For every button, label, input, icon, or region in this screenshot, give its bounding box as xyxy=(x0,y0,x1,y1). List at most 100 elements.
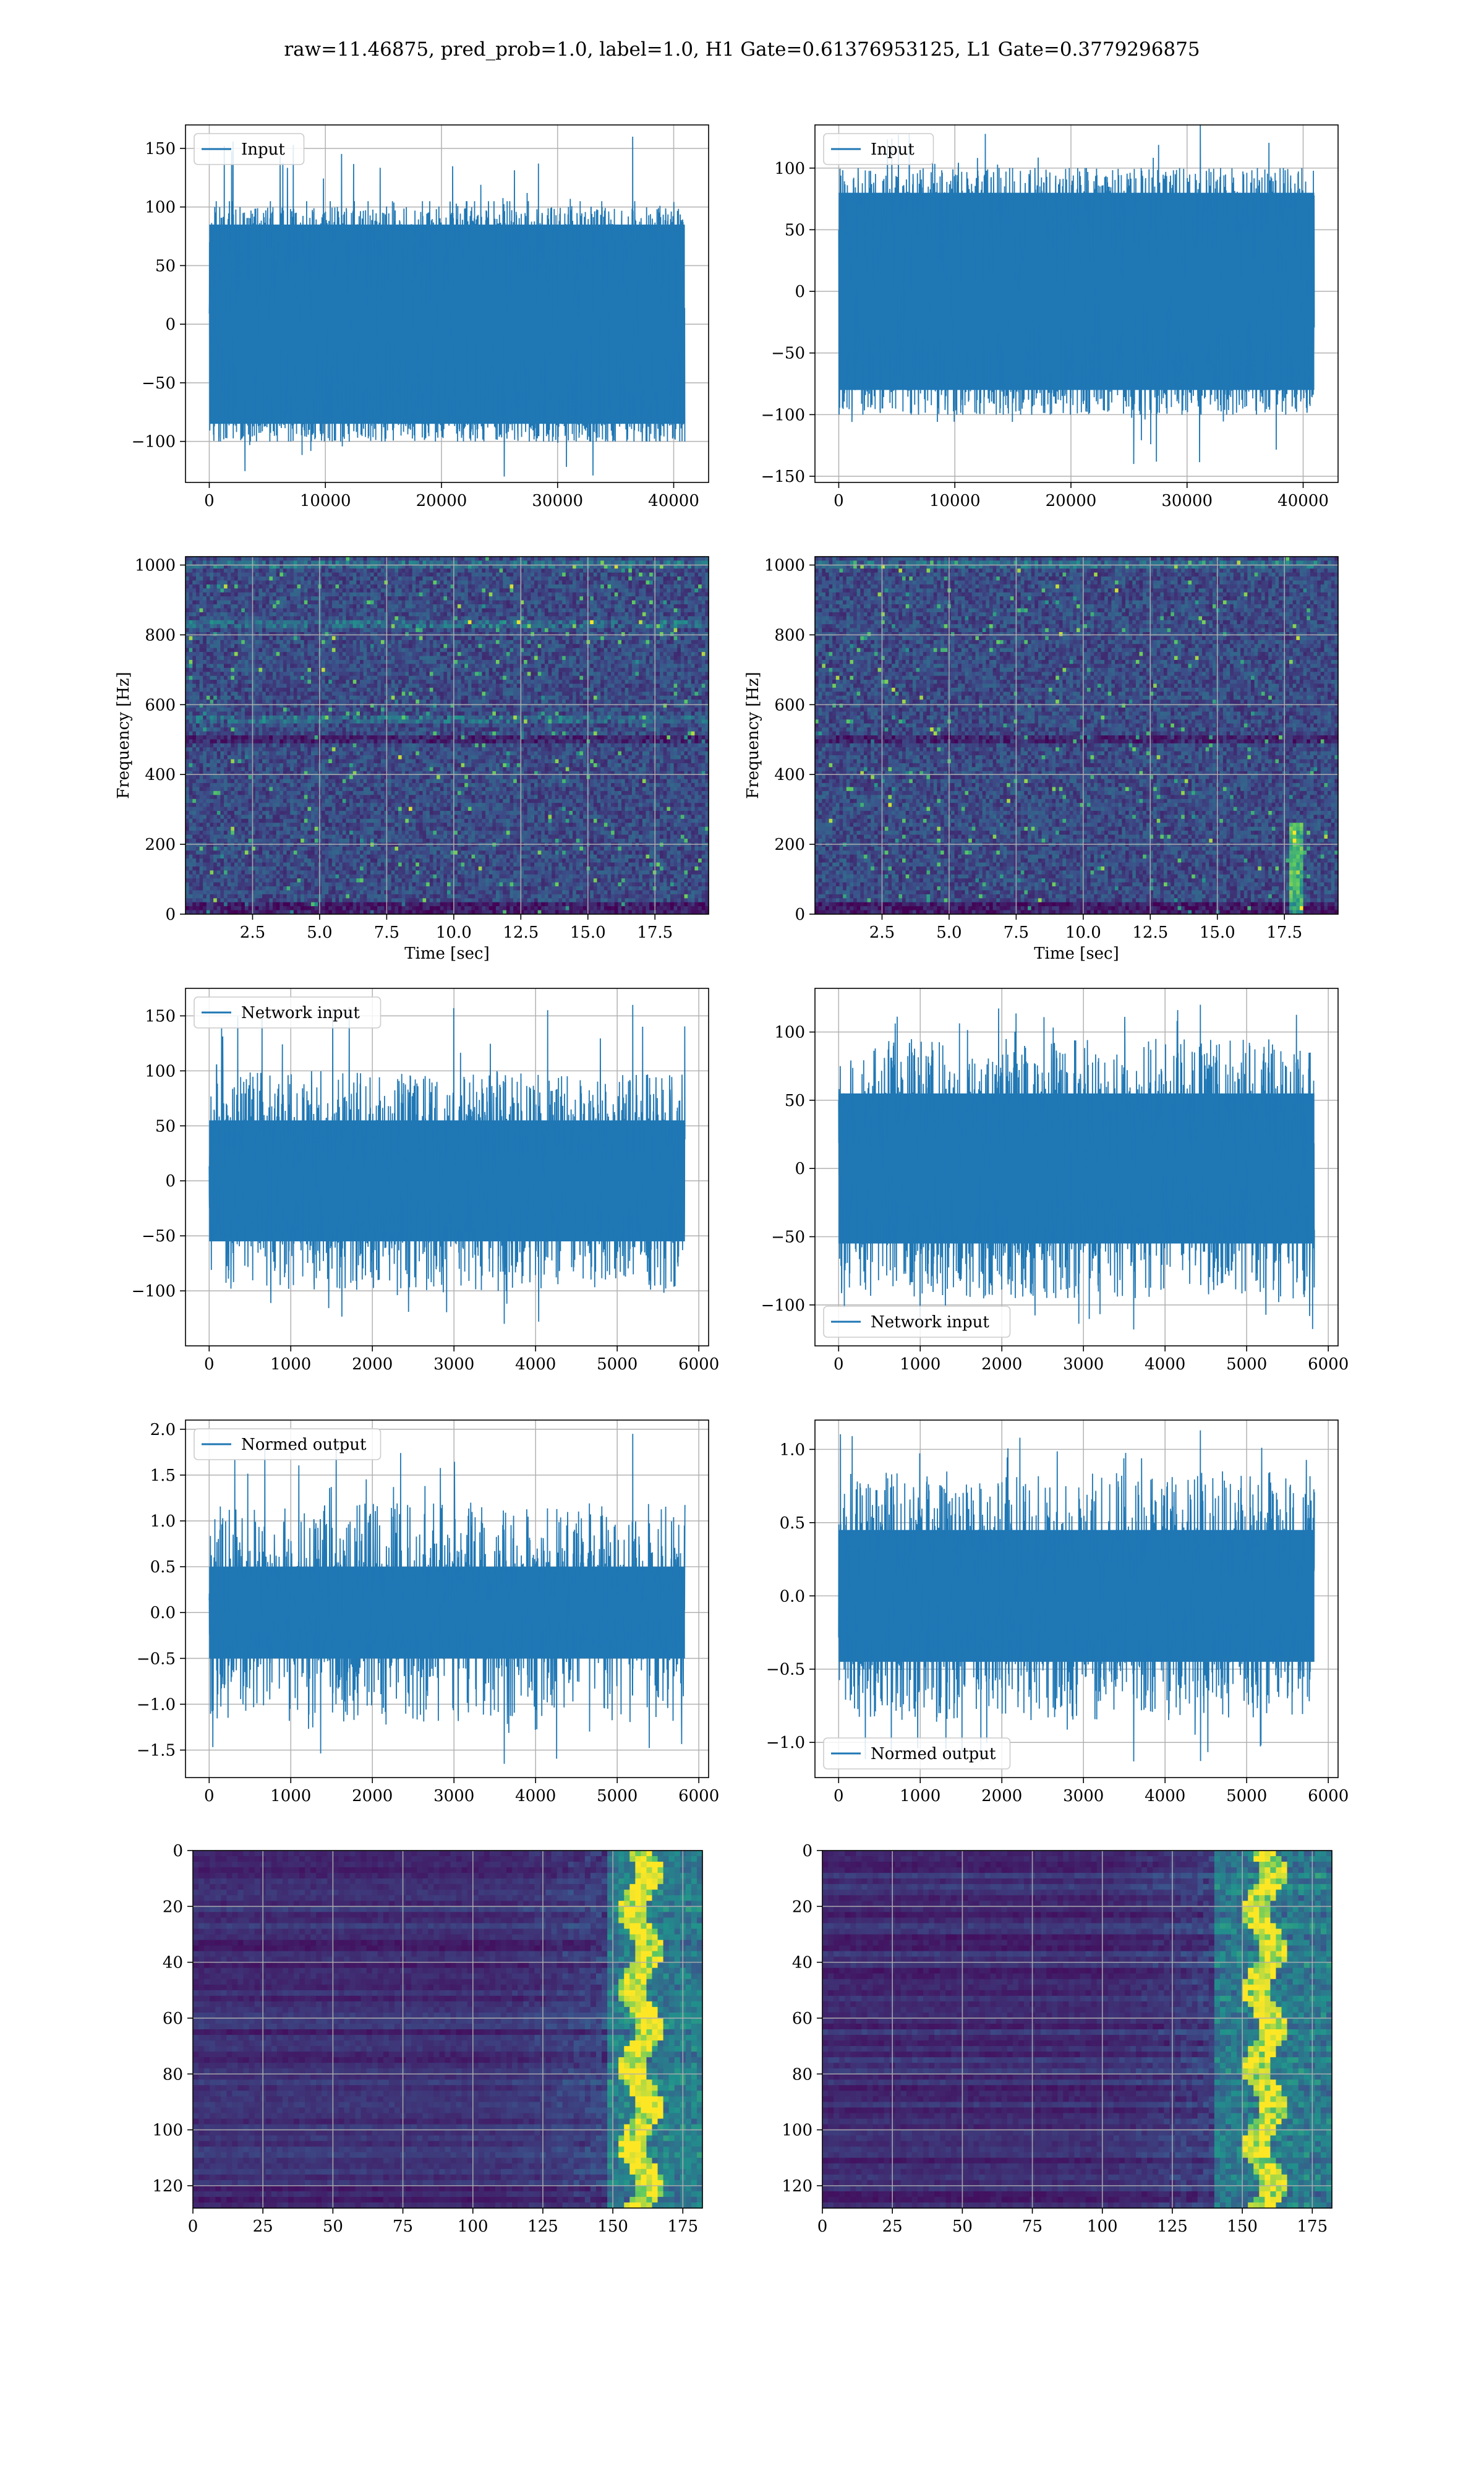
spectrogram-cell xyxy=(328,636,333,641)
spectrogram-cell xyxy=(199,604,203,609)
spectrogram-cell xyxy=(349,680,354,685)
spectrogram-cell xyxy=(401,640,406,644)
spectrogram-cell xyxy=(646,680,650,685)
spectrogram-cell xyxy=(694,652,699,657)
spectrogram-cell xyxy=(199,656,203,661)
spectrogram-cell xyxy=(279,667,284,672)
spectrogram-cell xyxy=(475,584,479,589)
spectrogram-cell xyxy=(370,680,375,685)
spectrogram-cell xyxy=(607,588,612,593)
spectrogram-cell xyxy=(698,612,702,617)
spectrogram-cell xyxy=(213,592,218,597)
spectrogram-cell xyxy=(628,664,633,669)
spectrogram-cell xyxy=(433,632,437,637)
spectrogram-cell xyxy=(582,616,587,621)
spectrogram-cell xyxy=(649,608,654,613)
spectrogram-cell xyxy=(241,683,245,688)
spectrogram-cell xyxy=(625,652,629,657)
spectrogram-cell xyxy=(492,652,497,657)
spectrogram-cell xyxy=(579,604,584,609)
spectrogram-cell xyxy=(506,672,511,677)
spectrogram-cell xyxy=(642,596,647,601)
spectrogram-cell xyxy=(363,560,367,565)
spectrogram-cell xyxy=(555,616,560,621)
spectrogram-cell xyxy=(262,624,267,629)
spectrogram-cell xyxy=(307,612,312,617)
spectrogram-cell xyxy=(691,592,696,597)
spectrogram-cell xyxy=(255,683,260,688)
spectrogram-cell xyxy=(614,604,618,609)
spectrogram-cell xyxy=(321,612,326,617)
spectrogram-cell xyxy=(663,640,667,644)
spectrogram-cell xyxy=(283,576,288,581)
spectrogram-cell xyxy=(186,576,190,581)
spectrogram-cell xyxy=(335,667,339,672)
spectrogram-cell xyxy=(203,667,207,672)
spectrogram-cell xyxy=(492,576,497,581)
spectrogram-cell xyxy=(646,596,650,601)
spectrogram-cell xyxy=(363,636,367,641)
spectrogram-cell xyxy=(301,680,305,685)
spectrogram-cell xyxy=(677,572,681,577)
spectrogram-cell xyxy=(352,644,357,649)
spectrogram-cell xyxy=(565,672,569,677)
spectrogram-cell xyxy=(646,632,650,637)
spectrogram-cell xyxy=(562,588,566,593)
spectrogram-cell xyxy=(562,628,566,633)
spectrogram-cell xyxy=(531,648,535,653)
spectrogram-cell xyxy=(401,672,406,677)
spectrogram-cell xyxy=(370,600,375,605)
spectrogram-cell xyxy=(283,584,288,589)
spectrogram-cell xyxy=(524,600,528,605)
spectrogram-cell xyxy=(189,683,193,688)
spectrogram-cell xyxy=(199,667,203,672)
spectrogram-cell xyxy=(544,652,549,657)
spectrogram-cell xyxy=(582,584,587,589)
spectrogram-cell xyxy=(705,648,709,653)
spectrogram-cell xyxy=(195,572,200,577)
spectrogram-cell xyxy=(356,683,360,688)
spectrogram-cell xyxy=(258,572,263,577)
spectrogram-cell xyxy=(562,652,566,657)
spectrogram-cell xyxy=(552,640,556,644)
spectrogram-cell xyxy=(346,572,350,577)
spectrogram-cell xyxy=(548,608,552,613)
x-tick-label: 20000 xyxy=(1046,492,1097,510)
spectrogram-cell xyxy=(621,667,626,672)
spectrogram-cell xyxy=(635,576,639,581)
spectrogram-cell xyxy=(485,675,490,680)
spectrogram-cell xyxy=(352,683,357,688)
spectrogram-cell xyxy=(646,672,650,677)
spectrogram-cell xyxy=(248,675,252,680)
spectrogram-cell xyxy=(531,576,535,581)
spectrogram-cell xyxy=(265,596,270,601)
spectrogram-cell xyxy=(562,683,566,688)
spectrogram-cell xyxy=(516,667,521,672)
spectrogram-cell xyxy=(631,648,636,653)
spectrogram-cell xyxy=(642,667,647,672)
spectrogram-cell xyxy=(367,659,371,664)
spectrogram-cell xyxy=(499,604,503,609)
spectrogram-cell xyxy=(426,580,430,585)
spectrogram-cell xyxy=(234,572,239,577)
spectrogram-cell xyxy=(450,557,454,562)
spectrogram-cell xyxy=(199,608,203,613)
spectrogram-cell xyxy=(370,584,375,589)
spectrogram-cell xyxy=(499,675,503,680)
spectrogram-cell xyxy=(412,560,416,565)
spectrogram-cell xyxy=(224,557,228,562)
spectrogram-cell xyxy=(684,632,688,637)
spectrogram-cell xyxy=(394,608,399,613)
spectrogram-cell xyxy=(680,636,685,641)
spectrogram-cell xyxy=(499,557,503,562)
spectrogram-cell xyxy=(520,600,524,605)
spectrogram-cell xyxy=(237,604,242,609)
spectrogram-cell xyxy=(307,620,312,625)
spectrogram-cell xyxy=(286,560,291,565)
spectrogram-cell xyxy=(252,675,256,680)
spectrogram-cell xyxy=(283,680,288,685)
spectrogram-cell xyxy=(398,608,403,613)
spectrogram-cell xyxy=(537,636,542,641)
spectrogram-cell xyxy=(548,628,552,633)
spectrogram-cell xyxy=(360,636,364,641)
